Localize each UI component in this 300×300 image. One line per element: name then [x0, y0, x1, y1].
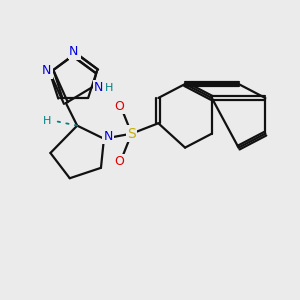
Text: N: N	[42, 64, 52, 77]
Text: H: H	[105, 82, 113, 93]
Text: N: N	[69, 45, 78, 58]
Text: N: N	[94, 81, 104, 94]
Text: S: S	[127, 127, 136, 141]
Text: O: O	[114, 155, 124, 168]
Text: N: N	[104, 130, 113, 143]
Text: N: N	[70, 46, 80, 59]
Text: O: O	[114, 100, 124, 112]
Text: H: H	[43, 116, 52, 126]
Text: N: N	[42, 65, 52, 78]
